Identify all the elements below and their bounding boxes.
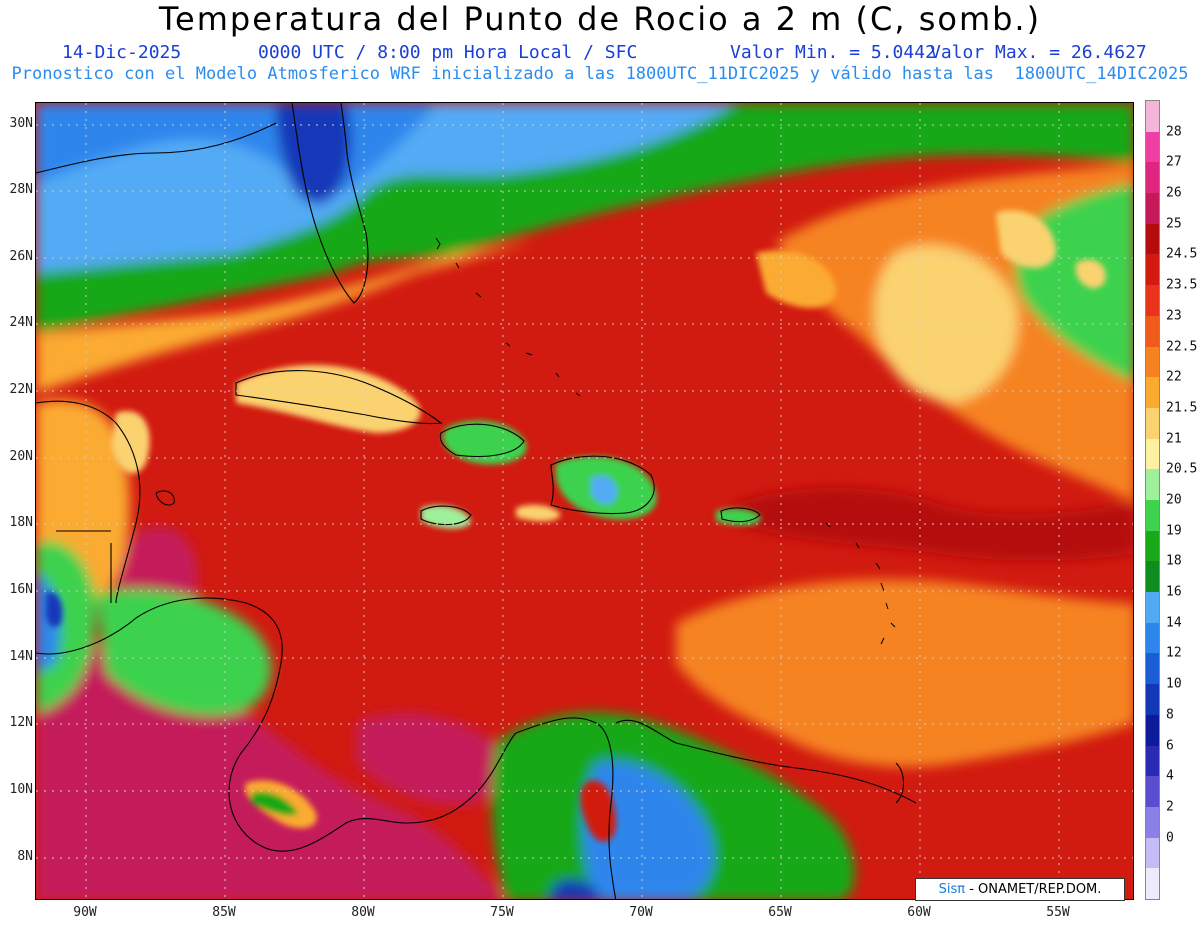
color-legend-label: 10 — [1166, 676, 1182, 692]
color-legend-label: 21.5 — [1166, 400, 1198, 416]
lat-label: 18N — [9, 515, 33, 530]
color-legend-swatch — [1146, 469, 1159, 501]
color-legend-swatch — [1146, 868, 1159, 900]
color-legend-label: 6 — [1166, 738, 1174, 754]
color-legend-swatch — [1146, 684, 1159, 716]
brand-logo: Sisπ — [938, 882, 966, 897]
color-legend-label: 22 — [1166, 369, 1182, 385]
color-legend-label: 20 — [1166, 492, 1182, 508]
color-legend-label: 14 — [1166, 615, 1182, 631]
color-legend-swatch — [1146, 653, 1159, 685]
max-value: Valor Max. = 26.4627 — [930, 42, 1147, 63]
lon-label: 60W — [907, 905, 931, 920]
lat-label: 22N — [9, 382, 33, 397]
color-legend-label: 2 — [1166, 799, 1174, 815]
color-legend-swatch — [1146, 131, 1159, 163]
color-legend-swatch — [1146, 837, 1159, 869]
lat-label: 28N — [9, 182, 33, 197]
color-legend-label: 18 — [1166, 553, 1182, 569]
color-legend-swatch — [1146, 377, 1159, 409]
lat-label: 16N — [9, 582, 33, 597]
lat-label: 24N — [9, 315, 33, 330]
color-legend-label: 0 — [1166, 830, 1174, 846]
lat-label: 10N — [9, 782, 33, 797]
color-legend-label: 21 — [1166, 431, 1182, 447]
color-legend-swatch — [1146, 530, 1159, 562]
lon-label: 65W — [768, 905, 792, 920]
color-legend-swatch — [1146, 101, 1159, 132]
lat-label: 30N — [9, 116, 33, 131]
lon-label: 55W — [1046, 905, 1070, 920]
color-legend-label: 24.5 — [1166, 246, 1198, 262]
color-legend-label: 22.5 — [1166, 339, 1198, 355]
lon-label: 90W — [73, 905, 97, 920]
color-legend-swatch — [1146, 346, 1159, 378]
lat-label: 14N — [9, 649, 33, 664]
lon-label: 75W — [490, 905, 514, 920]
lat-label: 8N — [17, 849, 33, 864]
color-legend-label: 26 — [1166, 185, 1182, 201]
credit-text: - ONAMET/REP.DOM. — [965, 882, 1102, 897]
color-legend-label: 28 — [1166, 124, 1182, 140]
color-legend-swatch — [1146, 407, 1159, 439]
color-legend-swatch — [1146, 745, 1159, 777]
lon-label: 85W — [212, 905, 236, 920]
dewpoint-field — [36, 103, 1133, 899]
color-legend-label: 16 — [1166, 584, 1182, 600]
forecast-time: 0000 UTC / 8:00 pm Hora Local / SFC — [258, 42, 638, 63]
color-legend-label: 8 — [1166, 707, 1174, 723]
min-value: Valor Min. = 5.0442 — [730, 42, 936, 63]
color-legend-swatch — [1146, 438, 1159, 470]
forecast-date: 14-Dic-2025 — [62, 42, 182, 63]
color-legend-label: 12 — [1166, 645, 1182, 661]
color-legend-swatch — [1146, 285, 1159, 317]
color-legend — [1145, 100, 1160, 900]
model-info: Pronostico con el Modelo Atmosferico WRF… — [11, 64, 1189, 84]
credit-badge: Sisπ - ONAMET/REP.DOM. — [915, 878, 1125, 901]
map-title: Temperatura del Punto de Rocio a 2 m (C,… — [158, 0, 1042, 38]
color-legend-swatch — [1146, 776, 1159, 808]
color-legend-swatch — [1146, 223, 1159, 255]
color-legend-label: 23 — [1166, 308, 1182, 324]
color-legend-label: 25 — [1166, 216, 1182, 232]
color-legend-swatch — [1146, 561, 1159, 593]
lat-label: 26N — [9, 249, 33, 264]
color-legend-swatch — [1146, 592, 1159, 624]
color-legend-swatch — [1146, 806, 1159, 838]
lon-label: 80W — [351, 905, 375, 920]
lat-label: 20N — [9, 449, 33, 464]
map-panel — [35, 102, 1134, 900]
color-legend-swatch — [1146, 622, 1159, 654]
color-legend-swatch — [1146, 193, 1159, 225]
color-legend-label: 20.5 — [1166, 461, 1198, 477]
color-legend-label: 4 — [1166, 768, 1174, 784]
color-legend-label: 27 — [1166, 154, 1182, 170]
color-legend-label: 23.5 — [1166, 277, 1198, 293]
color-legend-label: 19 — [1166, 523, 1182, 539]
color-legend-swatch — [1146, 254, 1159, 286]
lon-label: 70W — [629, 905, 653, 920]
color-legend-swatch — [1146, 714, 1159, 746]
color-legend-swatch — [1146, 162, 1159, 194]
color-legend-swatch — [1146, 500, 1159, 531]
lat-label: 12N — [9, 715, 33, 730]
color-legend-swatch — [1146, 315, 1159, 347]
